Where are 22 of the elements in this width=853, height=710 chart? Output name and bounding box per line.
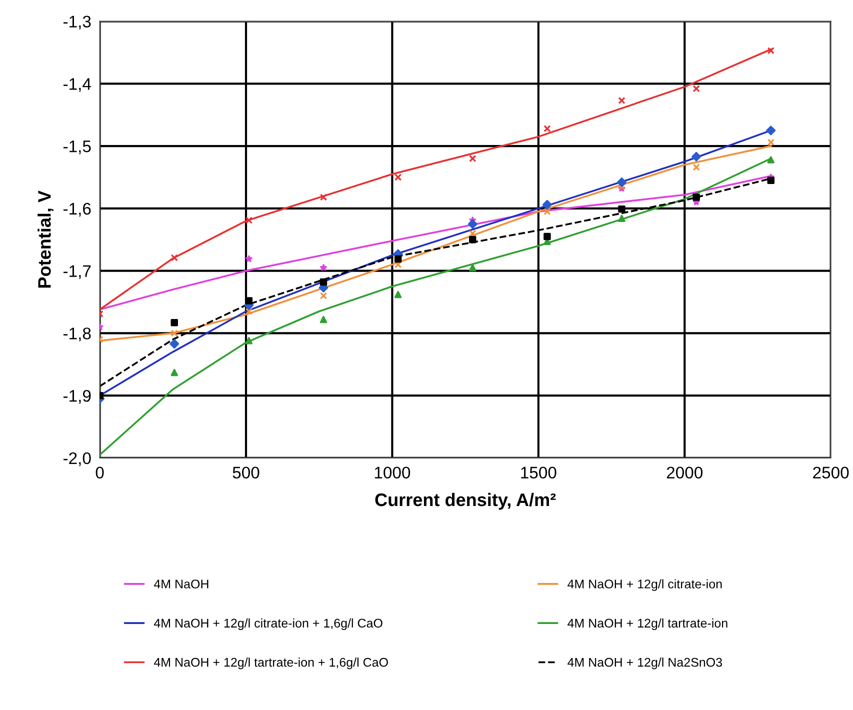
- legend-label: 4M NaOH + 12g/l tartrate-ion + 1,6g/l CaO: [154, 658, 388, 670]
- legend-label: 4M NaOH + 12g/l Na2SnO3: [568, 658, 722, 670]
- x-tick-label: 1000: [374, 466, 410, 479]
- x-tick-label: 0: [96, 466, 104, 479]
- y-tick-label: -1,6: [63, 202, 91, 217]
- legend-label: 4M NaOH + 12g/l citrate-ion: [568, 579, 722, 591]
- x-tick-label: 2500: [813, 466, 849, 479]
- y-tick-label: -1,5: [63, 140, 91, 154]
- legend-label: 4M NaOH + 12g/l tartrate-ion: [568, 618, 728, 630]
- y-tick-label: -1,8: [63, 328, 91, 342]
- legend-label: 4M NaOH + 12g/l citrate-ion + 1,6g/l CaO: [154, 618, 382, 630]
- y-tick-label: -1,3: [63, 16, 91, 30]
- x-tick-label: 2000: [666, 466, 703, 479]
- x-tick-label: 500: [232, 466, 260, 479]
- y-axis-title: Potential, V: [38, 190, 54, 288]
- y-tick-label: -1,9: [63, 390, 91, 404]
- x-tick-label: 1500: [521, 466, 556, 479]
- y-tick-label: -1,7: [63, 265, 91, 279]
- y-tick-label: -2,0: [63, 452, 91, 466]
- y-tick-label: -1,4: [63, 78, 91, 92]
- legend-label: 4M NaOH: [154, 580, 208, 588]
- x-axis-title: Current density, A/m²: [375, 492, 556, 510]
